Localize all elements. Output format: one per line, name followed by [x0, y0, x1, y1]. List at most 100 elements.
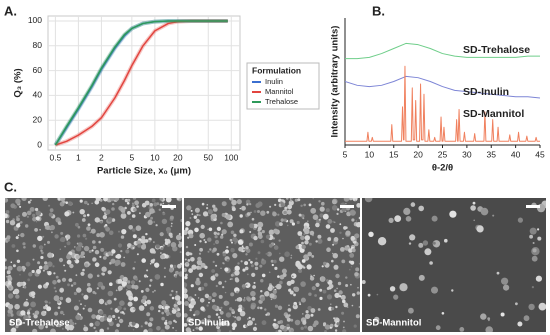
particle [63, 200, 66, 204]
particle [175, 312, 182, 318]
particle [342, 237, 344, 240]
particle [10, 261, 13, 264]
image-label: SD-Inulin [188, 318, 230, 329]
particle [208, 227, 213, 232]
particle [185, 273, 188, 277]
particle [107, 290, 114, 297]
panel-label: B. [372, 3, 385, 18]
particle [301, 244, 306, 250]
particle [212, 260, 215, 263]
particle [194, 244, 197, 246]
particle [127, 301, 133, 307]
particle [327, 219, 333, 224]
particle [52, 324, 55, 327]
particle [177, 263, 182, 269]
particle [328, 284, 334, 289]
particle [100, 285, 106, 290]
particle [59, 296, 64, 301]
particle [87, 223, 91, 227]
particle [330, 303, 332, 305]
particle [244, 266, 249, 271]
particle [304, 240, 309, 245]
particle [221, 201, 227, 207]
particle [270, 259, 274, 263]
particle [245, 248, 251, 254]
particle [11, 244, 16, 248]
particle [22, 269, 26, 272]
particle [277, 305, 283, 310]
particle [149, 278, 153, 282]
x-tick-label: 25 [438, 149, 448, 159]
particle [7, 304, 14, 310]
particle [203, 239, 206, 241]
particle [6, 235, 11, 240]
particle [350, 210, 356, 216]
particle [38, 245, 44, 250]
particle [124, 198, 129, 203]
particle [194, 227, 199, 233]
particle [75, 314, 81, 321]
particle [120, 250, 123, 253]
particle [5, 210, 10, 214]
particle [151, 198, 156, 203]
particle [221, 233, 224, 236]
particle [291, 222, 295, 226]
particle [86, 226, 91, 231]
particle [252, 285, 256, 289]
particle [91, 202, 93, 204]
particle [303, 233, 306, 236]
particle [206, 204, 209, 206]
particle [449, 210, 457, 218]
particle [111, 249, 116, 254]
particle [176, 198, 180, 201]
particle [325, 224, 331, 229]
particle [186, 317, 192, 323]
particle [9, 320, 13, 324]
particle [130, 280, 136, 285]
particle [188, 268, 194, 273]
particle [294, 304, 296, 307]
particle [293, 293, 296, 297]
particle [27, 309, 31, 313]
particle [195, 279, 201, 286]
particle [431, 215, 438, 222]
particle [208, 301, 210, 304]
particle [42, 269, 45, 272]
x-tick-label: 20 [413, 149, 423, 159]
particle [217, 328, 221, 332]
image-label: SD-Trehalose [9, 318, 70, 329]
particle [162, 244, 165, 247]
particle [26, 210, 32, 216]
particle [272, 287, 275, 290]
particle [230, 248, 235, 253]
particle [75, 222, 79, 227]
particle [321, 201, 325, 206]
particle [278, 239, 281, 242]
particle [329, 323, 334, 328]
particle [248, 242, 253, 247]
particle [503, 284, 510, 291]
particle [81, 245, 84, 248]
particle [47, 252, 53, 258]
legend-title: Formulation [252, 65, 301, 75]
particle [232, 237, 238, 242]
particle [325, 208, 330, 213]
particle [312, 214, 319, 220]
particle [272, 237, 275, 240]
particle [200, 306, 205, 311]
particle [308, 203, 312, 207]
particle [144, 303, 148, 307]
particle [99, 232, 105, 238]
particle [239, 214, 243, 218]
particle [32, 213, 36, 218]
x-tick-label: 5 [343, 149, 348, 159]
x-tick-label: 10 [365, 149, 375, 159]
particle [87, 307, 93, 313]
particle [140, 325, 143, 328]
x-axis-label: Particle Size, x₀ (μm) [97, 166, 191, 177]
particle [203, 282, 208, 287]
particle [260, 290, 263, 293]
particle [300, 204, 303, 207]
particle [184, 275, 188, 280]
particle [149, 306, 155, 311]
